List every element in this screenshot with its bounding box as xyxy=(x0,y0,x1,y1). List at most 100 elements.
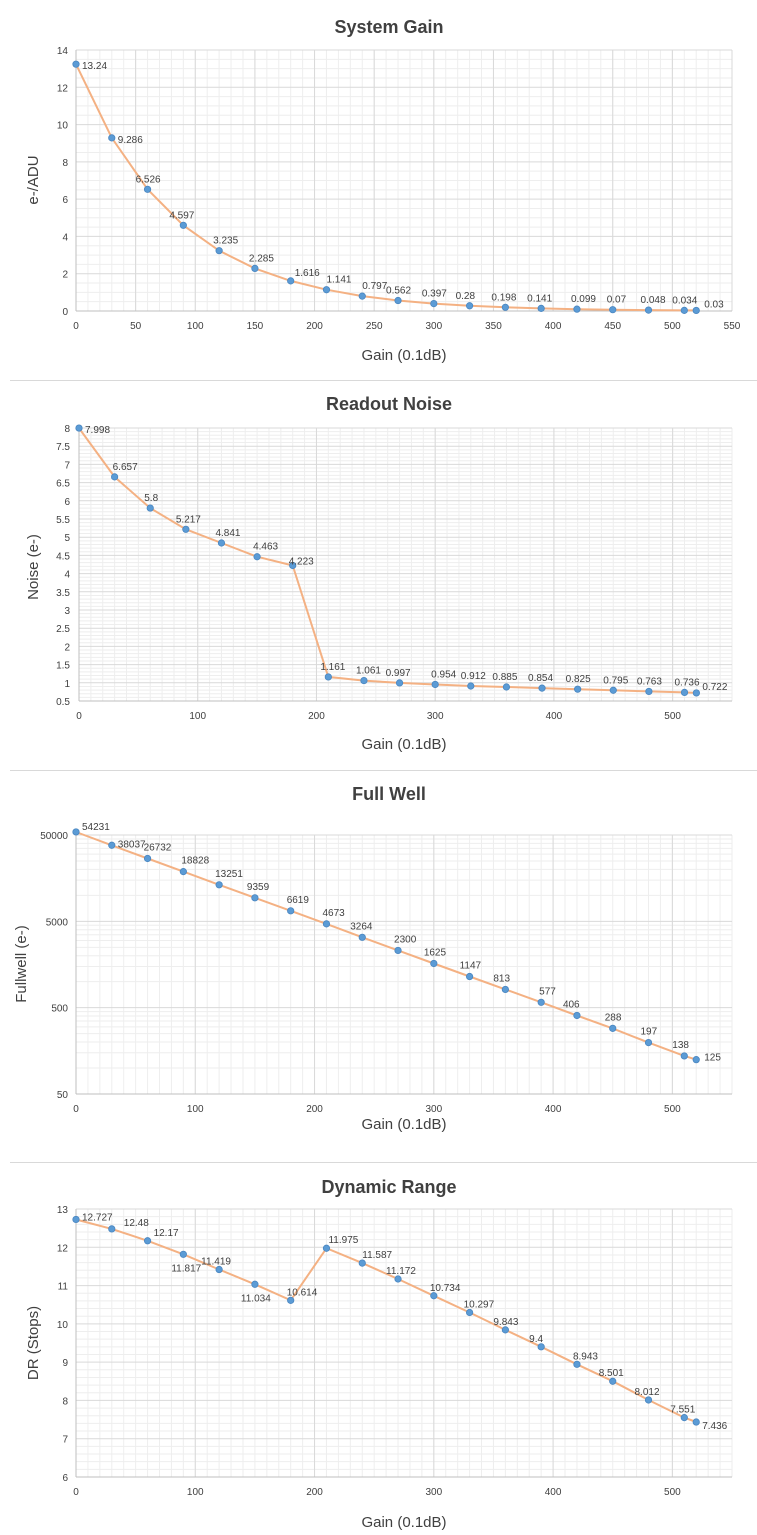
x-tick-label: 100 xyxy=(187,1104,204,1115)
data-point xyxy=(394,296,402,305)
data-point xyxy=(644,1396,653,1404)
data-point xyxy=(537,998,545,1006)
data-label: 0.736 xyxy=(675,677,700,688)
y-axis-title: Noise (e-) xyxy=(25,534,42,600)
data-point xyxy=(692,689,700,697)
data-label: 54231 xyxy=(82,822,110,833)
chart-title: Readout Noise xyxy=(326,394,452,414)
y-tick-label: 13 xyxy=(57,1205,69,1216)
data-point xyxy=(358,933,366,941)
x-tick-label: 0 xyxy=(73,1487,79,1498)
data-point xyxy=(609,306,617,314)
y-tick-label: 4 xyxy=(64,570,70,581)
data-label: 7.436 xyxy=(702,1421,727,1432)
data-label: 7.998 xyxy=(85,425,110,436)
data-label: 0.562 xyxy=(386,286,411,297)
y-tick-label: 10 xyxy=(57,121,69,132)
data-point xyxy=(501,1326,509,1334)
x-tick-label: 400 xyxy=(545,1487,562,1498)
y-tick-label: 6 xyxy=(64,497,70,508)
data-point xyxy=(215,881,223,889)
y-tick-label: 4.5 xyxy=(56,551,70,562)
data-point xyxy=(358,1259,366,1267)
x-tick-label: 500 xyxy=(664,1487,681,1498)
data-point xyxy=(215,1265,223,1274)
data-label: 138 xyxy=(672,1040,689,1051)
data-label: 0.954 xyxy=(431,669,456,680)
data-label: 4.841 xyxy=(215,528,240,539)
y-tick-label: 8 xyxy=(62,1396,68,1407)
data-point xyxy=(251,894,259,902)
data-label: 10.297 xyxy=(464,1299,495,1310)
data-point xyxy=(72,828,80,836)
x-tick-label: 300 xyxy=(425,1104,442,1115)
x-tick-label: 300 xyxy=(425,1487,442,1498)
data-point xyxy=(394,1275,402,1283)
x-tick-label: 250 xyxy=(366,321,383,332)
data-label: 813 xyxy=(493,973,510,984)
data-point xyxy=(179,1250,187,1258)
data-point xyxy=(251,264,259,273)
x-tick-label: 400 xyxy=(545,321,562,332)
data-point xyxy=(573,1360,581,1368)
x-tick-label: 0 xyxy=(76,711,82,722)
y-axis-title: DR (Stops) xyxy=(25,1306,42,1380)
data-label: 4.597 xyxy=(169,210,194,221)
y-axis-title: e-/ADU xyxy=(25,155,42,204)
chart-dynamic-range: Dynamic Range Gain (0.1dB) DR (Stops) 0 1… xyxy=(0,1163,757,1535)
data-point xyxy=(215,247,223,255)
data-label: 3.235 xyxy=(213,236,238,247)
y-tick-label: 50000 xyxy=(40,831,68,842)
data-point xyxy=(680,1052,688,1060)
y-tick-label: 8 xyxy=(62,158,68,169)
data-label: 8.943 xyxy=(573,1351,598,1362)
x-tick-label: 350 xyxy=(485,321,502,332)
data-label: 125 xyxy=(704,1053,721,1064)
data-label: 1147 xyxy=(460,961,482,972)
data-label: 38037 xyxy=(118,839,146,850)
data-point xyxy=(143,185,152,193)
y-tick-label: 5 xyxy=(64,533,70,544)
data-label: 3264 xyxy=(350,921,373,932)
x-tick-label: 0 xyxy=(73,1104,79,1115)
data-point xyxy=(75,424,83,432)
x-tick-label: 200 xyxy=(306,321,323,332)
data-label: 0.198 xyxy=(491,292,516,303)
gridlines xyxy=(75,834,733,1095)
y-tick-label: 1.5 xyxy=(56,661,70,672)
data-label: 0.854 xyxy=(528,673,553,684)
y-tick-label: 12 xyxy=(57,83,69,94)
data-point xyxy=(108,134,116,142)
data-label: 26732 xyxy=(144,842,172,853)
data-label: 197 xyxy=(641,1027,658,1038)
data-point xyxy=(108,841,116,849)
data-label: 10.734 xyxy=(430,1283,461,1294)
data-label: 0.795 xyxy=(603,675,628,686)
x-tick-label: 300 xyxy=(427,711,444,722)
x-tick-label: 550 xyxy=(724,321,741,332)
data-point xyxy=(287,277,295,285)
data-label: 406 xyxy=(563,999,580,1010)
y-tick-label: 8 xyxy=(64,424,70,435)
y-tick-label: 5.5 xyxy=(56,515,70,526)
x-tick-label: 50 xyxy=(130,321,142,332)
data-point xyxy=(680,1414,688,1422)
data-label: 1.141 xyxy=(326,275,351,286)
data-point xyxy=(395,679,404,687)
data-point xyxy=(394,946,402,955)
data-point xyxy=(322,920,331,928)
y-tick-label: 7 xyxy=(62,1435,68,1446)
y-tick-label: 6 xyxy=(62,195,68,206)
data-point xyxy=(680,306,688,314)
data-point xyxy=(644,306,653,314)
data-point xyxy=(324,673,332,681)
data-point xyxy=(431,680,439,689)
data-label: 0.912 xyxy=(461,671,486,682)
data-label: 1.616 xyxy=(295,268,320,279)
x-axis-title: Gain (0.1dB) xyxy=(361,1514,446,1531)
chart-full-well-svg: Full Well Gain (0.1dB) Fullwell (e-) 0 10… xyxy=(13,784,733,1133)
data-point xyxy=(430,959,438,968)
data-point xyxy=(251,1280,259,1288)
data-point xyxy=(501,985,509,994)
data-label: 0.722 xyxy=(702,682,727,693)
